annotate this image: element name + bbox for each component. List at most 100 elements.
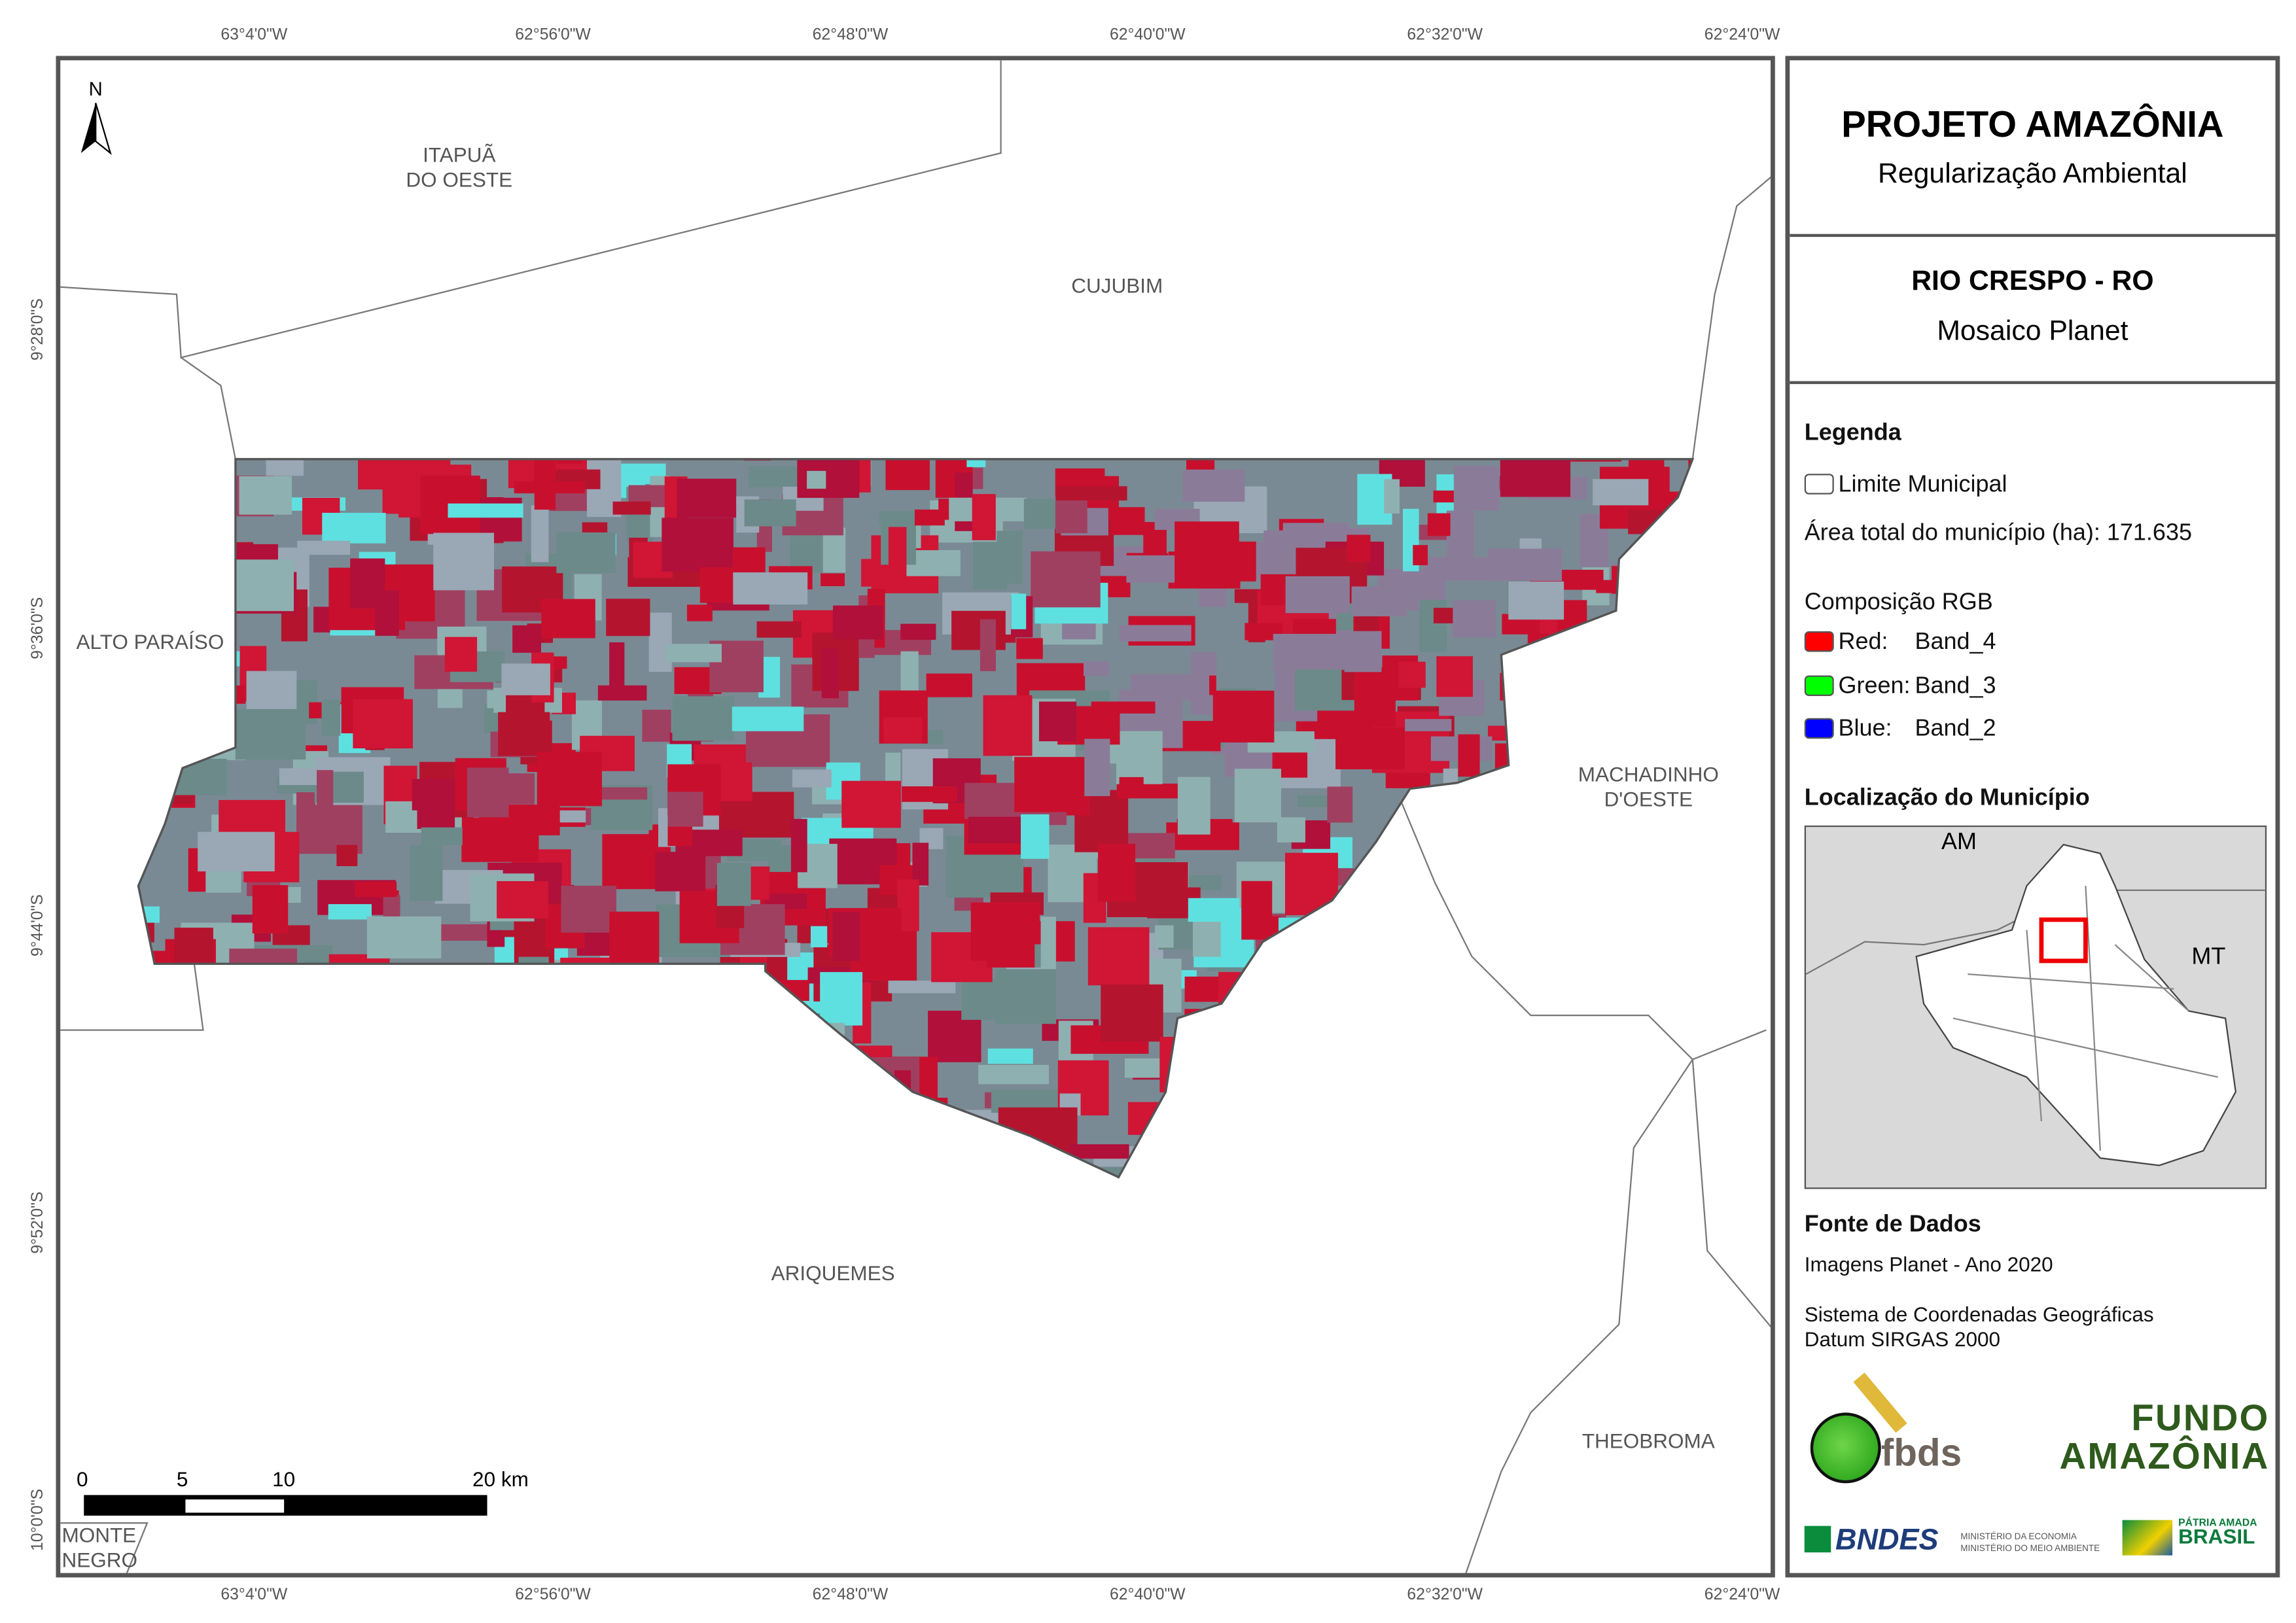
place-monte-negro: MONTE NEGRO xyxy=(62,1523,137,1572)
fundo-amazonia-logo: FUNDO AMAZÔNIA xyxy=(2059,1397,2270,1478)
imagery-patch xyxy=(433,532,495,591)
imagery-patch xyxy=(1440,1168,1512,1178)
imagery-patch xyxy=(273,1187,325,1249)
x-tick: 62°24'0"W xyxy=(1704,26,1780,44)
imagery-patch xyxy=(756,1072,778,1092)
imagery-patch xyxy=(1688,459,1693,513)
imagery-patch xyxy=(1413,545,1428,566)
fbds-logo: fbds xyxy=(1807,1372,1969,1488)
legend-red: Red: Band_4 xyxy=(1804,630,1996,656)
imagery-patch xyxy=(1352,1185,1388,1210)
y-tick: 9°36'0"S xyxy=(29,597,47,659)
location-heading: Localização do Município xyxy=(1804,786,2090,811)
imagery-patch xyxy=(745,1118,807,1159)
imagery-patch xyxy=(398,1063,453,1111)
imagery-patch xyxy=(662,517,733,572)
scale-label: 10 xyxy=(272,1467,296,1491)
y-tick: 9°28'0"S xyxy=(29,298,47,361)
imagery-patch xyxy=(1472,1013,1493,1034)
imagery-patch xyxy=(832,605,883,640)
imagery-patch xyxy=(1502,1097,1544,1116)
imagery-patch xyxy=(1347,534,1371,563)
imagery-patch xyxy=(1181,541,1256,582)
imagery-patch xyxy=(556,459,582,464)
imagery-patch xyxy=(609,911,660,971)
imagery-patch xyxy=(1600,940,1616,977)
imagery-patch xyxy=(1670,584,1693,609)
imagery-patch xyxy=(1624,623,1653,650)
imagery-patch xyxy=(1119,777,1144,798)
imagery-patch xyxy=(1409,957,1443,979)
imagery-patch xyxy=(1475,1047,1508,1110)
boundary-swatch xyxy=(1804,474,1834,495)
imagery-patch xyxy=(1490,869,1525,889)
imagery-patch xyxy=(1038,701,1077,742)
imagery-patch xyxy=(499,996,535,1056)
imagery-patch xyxy=(1551,857,1601,909)
y-tick: 9°52'0"S xyxy=(29,1191,47,1254)
imagery-patch xyxy=(539,960,562,1009)
imagery-patch xyxy=(755,1064,782,1094)
imagery-patch xyxy=(964,1149,985,1178)
imagery-patch xyxy=(546,975,566,993)
imagery-patch xyxy=(1487,725,1557,741)
imagery-patch xyxy=(541,599,595,638)
imagery-patch xyxy=(997,1151,1040,1173)
x-tick: 62°48'0"W xyxy=(812,26,889,44)
imagery-patch xyxy=(251,1081,270,1108)
imagery-patch xyxy=(1378,896,1452,918)
imagery-patch xyxy=(1435,1034,1462,1047)
imagery-patch xyxy=(543,1075,590,1119)
imagery-patch xyxy=(1530,1011,1553,1062)
imagery-patch xyxy=(768,1034,835,1049)
imagery-patch xyxy=(1204,1058,1273,1074)
imagery-patch xyxy=(138,1073,218,1129)
imagery-patch xyxy=(1559,960,1632,993)
imagery-patch xyxy=(606,599,650,637)
imagery-patch xyxy=(1487,1002,1545,1043)
imagery-patch xyxy=(776,1057,835,1081)
imagery-patch xyxy=(421,1032,440,1068)
imagery-patch xyxy=(597,787,648,800)
imagery-patch xyxy=(1564,705,1625,726)
imagery-patch xyxy=(978,1064,1050,1085)
imagery-patch xyxy=(1695,683,1740,700)
imagery-patch xyxy=(1508,581,1564,620)
imagery-patch xyxy=(1481,877,1521,936)
imagery-patch xyxy=(245,1044,272,1102)
imagery-patch xyxy=(778,1123,802,1161)
imagery-patch xyxy=(1334,1038,1396,1056)
imagery-patch xyxy=(832,912,860,961)
imagery-patch xyxy=(792,769,832,788)
imagery-patch xyxy=(211,1181,226,1200)
imagery-patch xyxy=(810,1053,870,1101)
imagery-patch xyxy=(1412,848,1465,879)
imagery-patch xyxy=(1693,527,1739,562)
imagery-patch xyxy=(1190,1018,1239,1075)
imagery-patch xyxy=(972,494,996,540)
map-frame[interactable]: N xyxy=(56,56,1775,1578)
imagery-patch xyxy=(228,998,273,1039)
imagery-patch xyxy=(610,1011,629,1035)
imagery-patch xyxy=(1573,962,1591,1000)
imagery-patch xyxy=(737,1142,752,1176)
imagery-patch xyxy=(821,573,845,587)
imagery-patch xyxy=(1382,989,1445,1034)
imagery-patch xyxy=(1494,743,1567,784)
source-line: Datum SIRGAS 2000 xyxy=(1804,1327,2001,1351)
imagery-patch xyxy=(1706,973,1744,1024)
imagery-patch xyxy=(968,1143,983,1178)
imagery-patch xyxy=(1278,917,1342,958)
imagery-patch xyxy=(744,499,796,527)
imagery-patch xyxy=(828,1022,845,1069)
imagery-patch xyxy=(934,1190,970,1243)
ministries-logo: MINISTÉRIO DA ECONOMIA MINISTÉRIO DO MEI… xyxy=(1960,1533,2100,1554)
imagery-patch xyxy=(1414,1121,1483,1137)
imagery-patch xyxy=(1273,633,1346,670)
imagery-patch xyxy=(1015,1163,1037,1178)
imagery-patch xyxy=(168,1038,222,1054)
imagery-patch xyxy=(1451,983,1498,1003)
imagery-patch xyxy=(332,988,404,1002)
imagery-patch xyxy=(1523,814,1542,852)
imagery-patch xyxy=(1595,1140,1657,1170)
